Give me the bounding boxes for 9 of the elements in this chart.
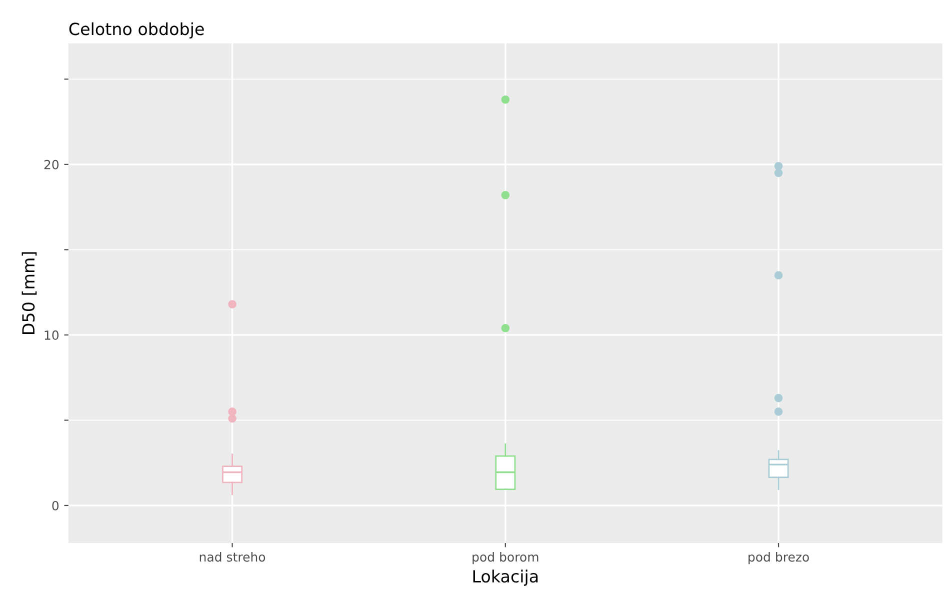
y-axis-title: D50 [mm] <box>22 252 37 334</box>
y-tick-label: 10 <box>44 330 59 340</box>
chart-title: Celotno obdobje <box>69 22 204 38</box>
x-tick-label: pod borom <box>472 552 538 564</box>
y-tick-label: 0 <box>52 500 59 510</box>
y-tick-label: 20 <box>44 160 59 170</box>
x-axis-title: Lokacija <box>473 570 538 586</box>
x-tick-label: pod brezo <box>748 552 809 564</box>
x-tick-label: nad streho <box>200 552 266 562</box>
